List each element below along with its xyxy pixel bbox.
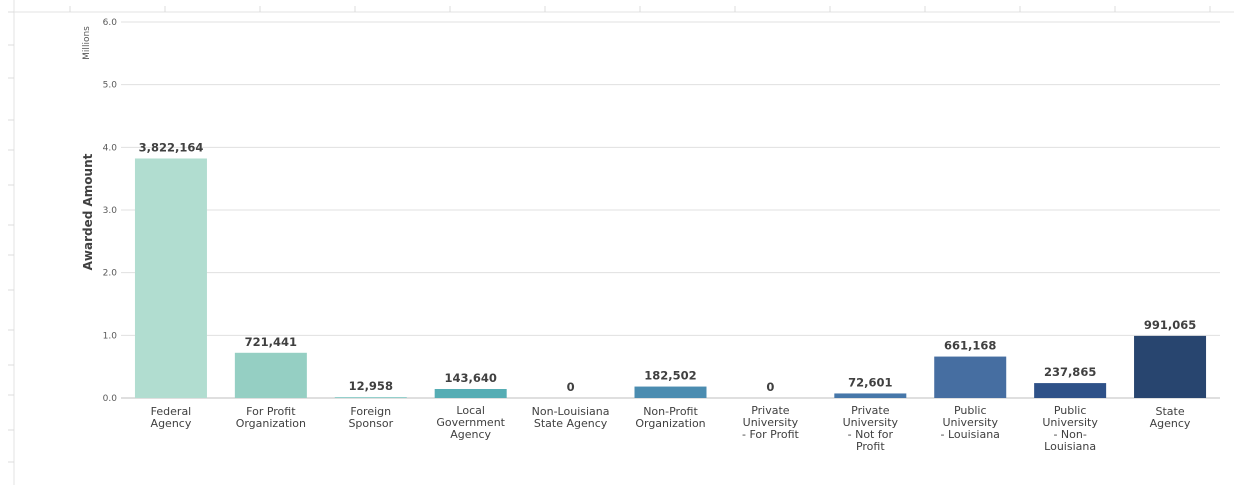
data-labels: 3,822,164 721,441 12,958 143,640 0 182,502 0 72… (139, 140, 1197, 394)
data-label: 721,441 (245, 335, 297, 349)
y-tick-label: 2.0 (103, 269, 118, 279)
category-labels: Federal Agency For Profit Organization Forei… (151, 404, 1191, 453)
data-label: 3,822,164 (139, 140, 204, 154)
data-label: 0 (567, 380, 575, 394)
y-axis-title: Awarded Amount (81, 153, 95, 270)
y-tick-label: 5.0 (103, 81, 118, 91)
category-label: Foreign Sponsor (348, 405, 393, 430)
bar (234, 352, 307, 398)
bar (334, 397, 407, 398)
y-axis-ticks: 0.0 1.0 2.0 3.0 4.0 5.0 6.0 (103, 18, 118, 404)
bar (934, 356, 1007, 398)
bar-series (134, 158, 1207, 398)
category-label: Public University - Louisiana (941, 404, 1000, 441)
bar (834, 393, 907, 398)
chart-frame (8, 0, 1234, 485)
data-label: 661,168 (944, 339, 996, 353)
data-label: 0 (766, 380, 774, 394)
category-label: For Profit Organization (236, 405, 306, 430)
bar (1034, 383, 1107, 398)
category-label: Public University - Non-Louisiana (1042, 404, 1098, 453)
category-label: Non-Louisiana State Agency (532, 405, 610, 430)
bar (434, 388, 507, 398)
y-tick-label: 4.0 (103, 143, 118, 153)
bar (634, 386, 707, 398)
data-label: 991,065 (1144, 318, 1196, 332)
y-axis-unit-label: Millions (82, 26, 92, 60)
category-label: Private University - For Profit (742, 404, 800, 441)
category-label: Federal Agency (151, 405, 192, 430)
y-tick-label: 0.0 (103, 394, 118, 404)
data-label: 72,601 (848, 375, 892, 389)
bar (134, 158, 207, 398)
y-tick-label: 1.0 (103, 331, 118, 341)
y-tick-label: 3.0 (103, 206, 118, 216)
data-label: 143,640 (444, 371, 496, 385)
data-label: 12,958 (349, 379, 393, 393)
data-label: 237,865 (1044, 365, 1096, 379)
category-label: State Agency (1150, 405, 1191, 430)
bar (1134, 335, 1207, 398)
y-tick-label: 6.0 (103, 18, 118, 28)
category-label: Local Government Agency (436, 404, 505, 441)
data-label: 182,502 (644, 369, 696, 383)
category-label: Non-Profit Organization (635, 405, 705, 430)
category-label: Private University - Not for Profit (843, 404, 899, 453)
